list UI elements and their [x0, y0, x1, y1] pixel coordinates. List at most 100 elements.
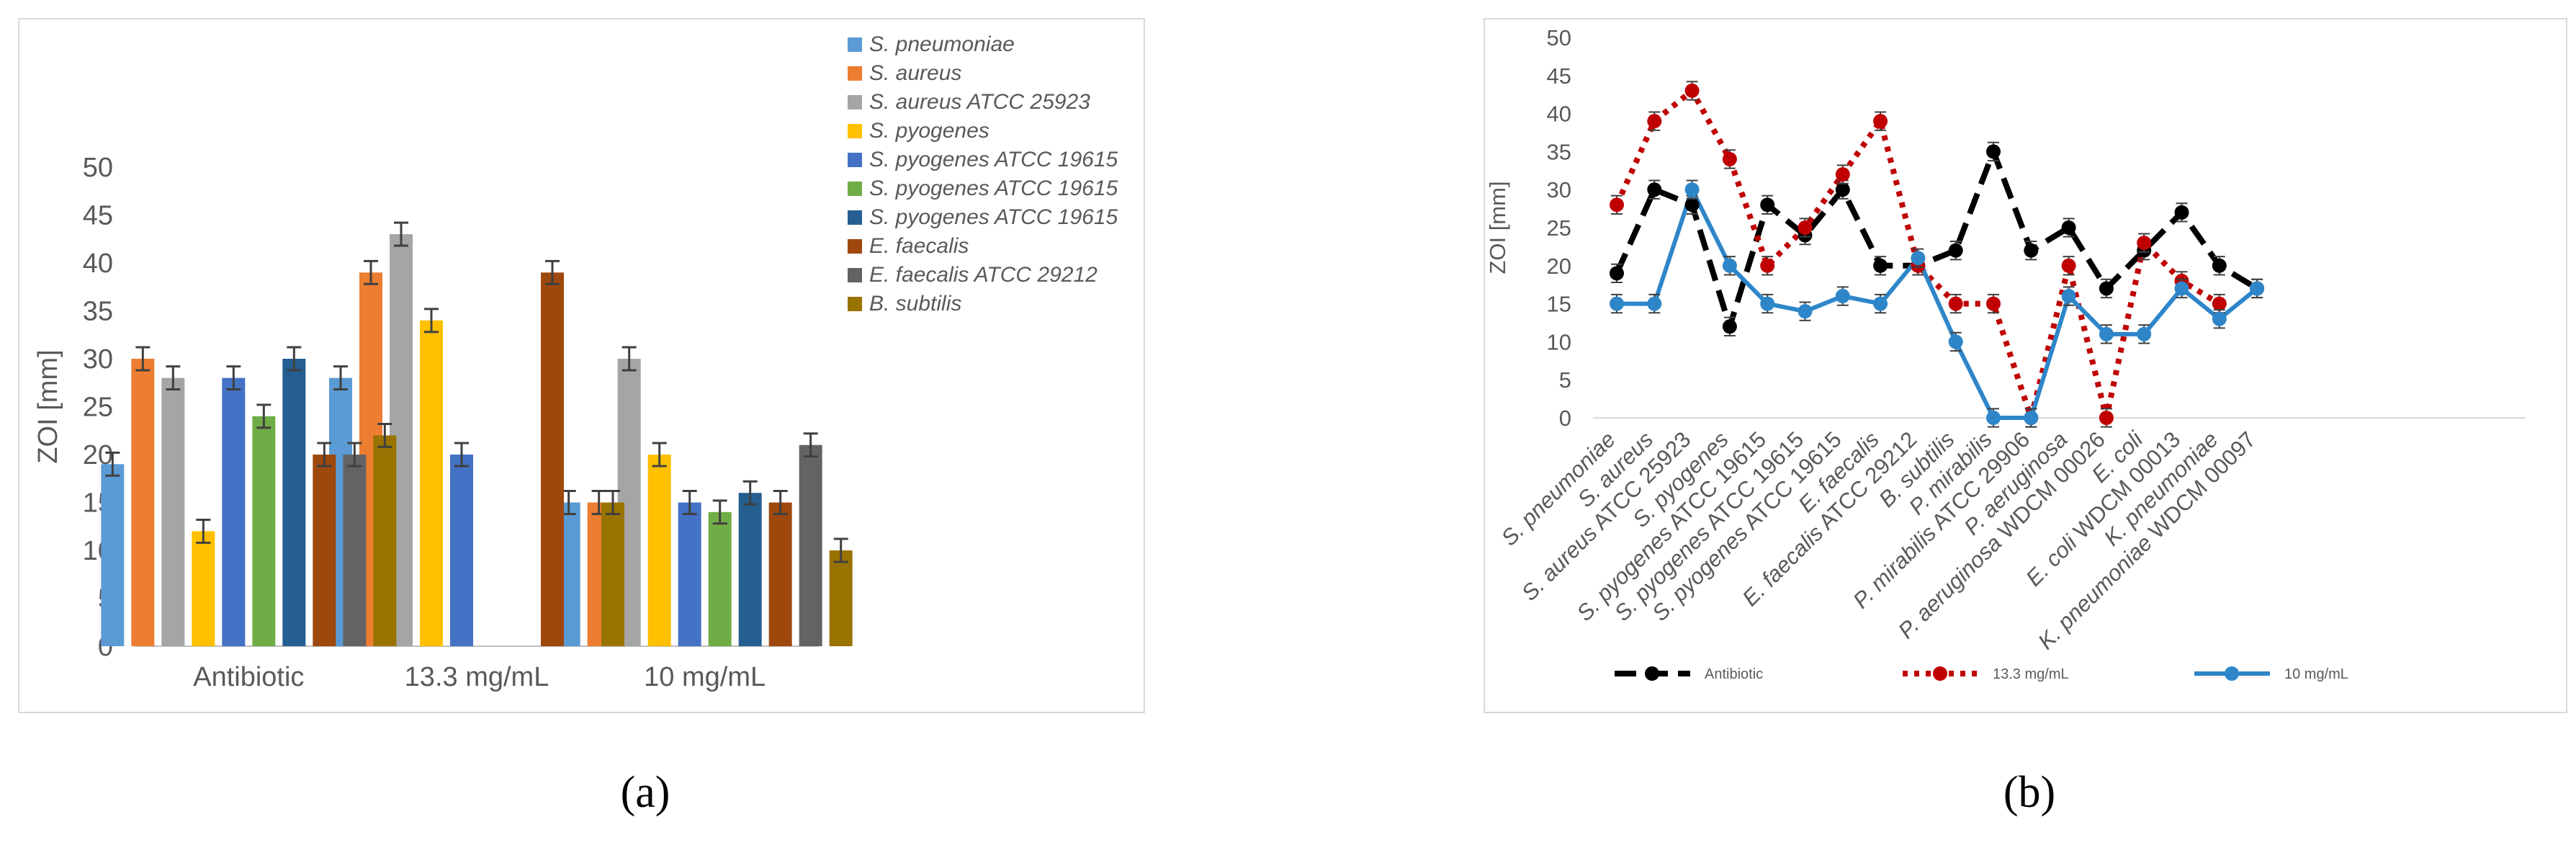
bar [131, 359, 155, 646]
error-bar [135, 346, 151, 372]
data-point [1873, 258, 1888, 273]
bar [282, 359, 306, 646]
error-bar [394, 221, 408, 247]
error-bar [377, 422, 392, 448]
bar [768, 502, 792, 646]
legend-marker [1645, 666, 1659, 681]
bar [738, 493, 762, 646]
legend-swatch [848, 239, 862, 254]
y-tick-label: 30 [83, 344, 113, 375]
legend-swatch [848, 182, 862, 196]
y-tick-label: 40 [1547, 102, 1571, 127]
bar [708, 511, 732, 646]
bar [373, 435, 397, 646]
y-tick-label: 50 [1547, 25, 1571, 50]
x-category-label: Antibiotic [193, 662, 304, 692]
bar [678, 502, 701, 646]
data-point [1722, 258, 1737, 273]
data-point [1986, 296, 2001, 311]
data-point [2174, 205, 2189, 220]
error-bar [773, 490, 788, 515]
x-category-label: 10 mg/mL [644, 662, 766, 692]
error-bar [561, 490, 576, 515]
data-point [1722, 319, 1737, 334]
error-bar [833, 537, 848, 563]
error-bar [364, 259, 378, 285]
data-point [2099, 411, 2114, 425]
data-point [2024, 411, 2039, 425]
data-point [1684, 182, 1700, 197]
error-bar [317, 442, 332, 468]
error-bar [621, 346, 637, 372]
error-bar [333, 365, 348, 391]
bar [161, 377, 185, 646]
error-bar [454, 442, 469, 468]
legend-marker [2225, 666, 2239, 681]
y-tick-label: 45 [83, 201, 113, 231]
bar [799, 444, 822, 646]
series-line [1617, 187, 2258, 420]
data-point [1948, 296, 1963, 311]
bar [252, 416, 276, 646]
data-point [2061, 220, 2076, 235]
data-point [1760, 296, 1775, 311]
data-point [1610, 296, 1624, 311]
data-point [1986, 411, 2001, 425]
bar [541, 272, 564, 646]
bar [192, 531, 215, 646]
error-bar [652, 442, 667, 468]
error-bar [105, 451, 120, 477]
y-tick-label: 25 [83, 393, 113, 423]
data-point [2061, 289, 2076, 304]
data-point [1760, 258, 1775, 273]
legend-entry: S. aureus [869, 61, 961, 85]
bar [647, 455, 671, 646]
data-point [2212, 311, 2227, 326]
bar [101, 464, 125, 646]
error-bar [424, 308, 439, 334]
data-point [1798, 304, 1813, 319]
bar [222, 377, 246, 646]
legend-entry: Antibiotic [1705, 666, 1763, 682]
legend-entry: S. aureus ATCC 25923 [869, 90, 1090, 114]
error-bar [803, 432, 818, 458]
error-bar [606, 490, 620, 515]
data-point [1986, 144, 2001, 159]
legend-entry: S. pyogenes ATCC 19615 [869, 176, 1118, 200]
data-point [2137, 326, 2152, 341]
y-axis-label: ZOI [mm] [33, 349, 63, 463]
error-bar [287, 346, 302, 372]
caption-b: (b) [2003, 768, 2056, 817]
data-point [1873, 114, 1888, 129]
data-point [1722, 151, 1737, 166]
y-tick-label: 50 [83, 153, 113, 183]
legend-swatch [848, 95, 862, 110]
y-tick-label: 35 [1547, 139, 1571, 164]
x-category-label: 13.3 mg/mL [405, 662, 549, 692]
bar [343, 455, 367, 646]
legend-marker [1933, 666, 1947, 681]
data-point [2174, 281, 2189, 296]
data-point [1835, 289, 1850, 304]
error-bar [196, 518, 211, 544]
error-bar [545, 259, 560, 285]
legend-entry: 10 mg/mL [2284, 666, 2348, 682]
legend-swatch [848, 297, 862, 311]
error-bar [742, 480, 758, 506]
line-chart-panel: 0 5 10 15 20 25 30 35 40 45 50 ZOI [mm] S. pneumonia… [1484, 18, 2567, 713]
error-bar [226, 365, 241, 391]
legend-entry: S. pyogenes [869, 119, 989, 143]
data-point [1835, 167, 1850, 182]
y-tick-label: 20 [1547, 254, 1571, 279]
data-point [2024, 243, 2039, 258]
y-tick-label: 40 [83, 249, 113, 279]
y-axis-label: ZOI [mm] [1485, 181, 1510, 274]
data-point [2137, 236, 2152, 251]
bar [601, 502, 624, 646]
data-point [1610, 266, 1624, 281]
y-tick-label: 30 [1547, 177, 1571, 202]
data-point [2099, 281, 2114, 296]
